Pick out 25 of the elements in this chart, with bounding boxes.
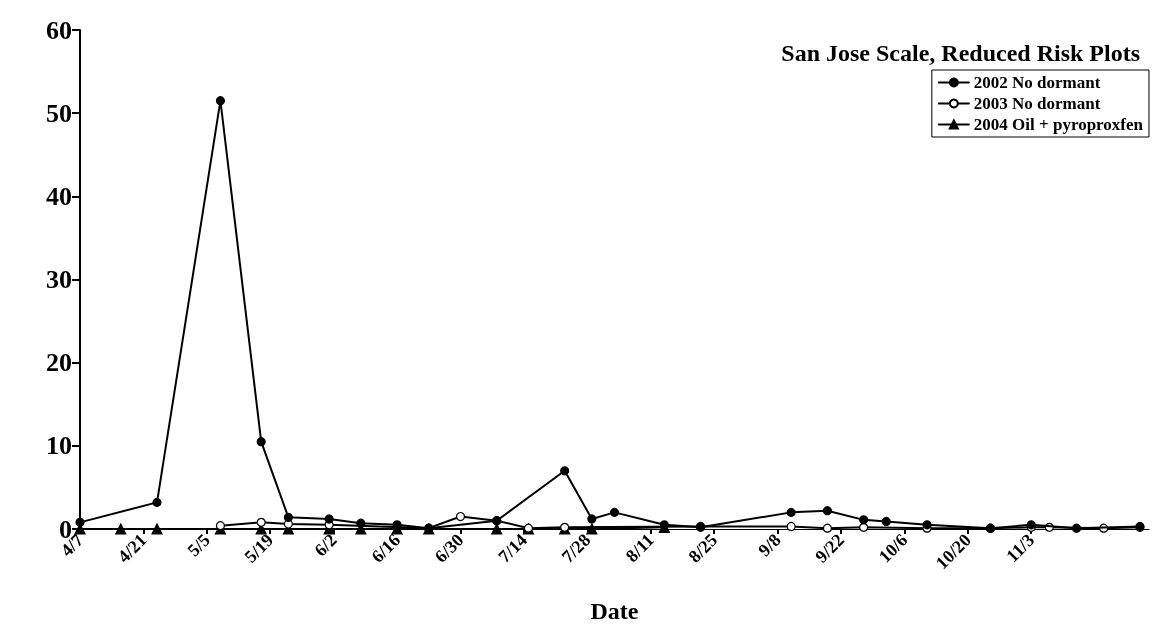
legend-label: 2002 No dormant [973,73,1101,92]
x-tick-label: 6/16 [367,529,405,567]
x-tick-label: 10/6 [874,529,912,567]
y-tick-label: 10 [46,431,72,461]
y-tick-label: 50 [46,98,72,128]
x-tick-label: 5/19 [240,529,278,567]
x-tick-label: 11/3 [1002,529,1039,566]
y-tick-label: 60 [46,15,72,45]
y-tick-label: 40 [46,181,72,211]
x-tick-label: 6/30 [430,529,468,567]
x-tick-label: 7/14 [494,529,531,567]
x-tick-label: 6/2 [310,529,341,561]
x-tick-label: 8/25 [684,529,722,567]
legend-label: 2003 No dormant [973,94,1101,113]
x-tick-label: 9/8 [754,529,785,561]
x-tick-label: 9/22 [811,529,849,567]
x-tick-label: 7/28 [557,529,595,567]
x-axis-title: Date [590,598,639,624]
chart-title: San Jose Scale, Reduced Risk Plots [781,40,1140,66]
x-tick-label: 4/21 [113,529,151,567]
y-tick-label: 30 [46,265,72,294]
legend-label: 2004 Oil + pyroproxfen [973,115,1144,134]
x-tick-label: 5/5 [183,529,214,561]
x-tick-label: 8/11 [621,529,658,566]
y-tick-label: 20 [46,348,72,378]
